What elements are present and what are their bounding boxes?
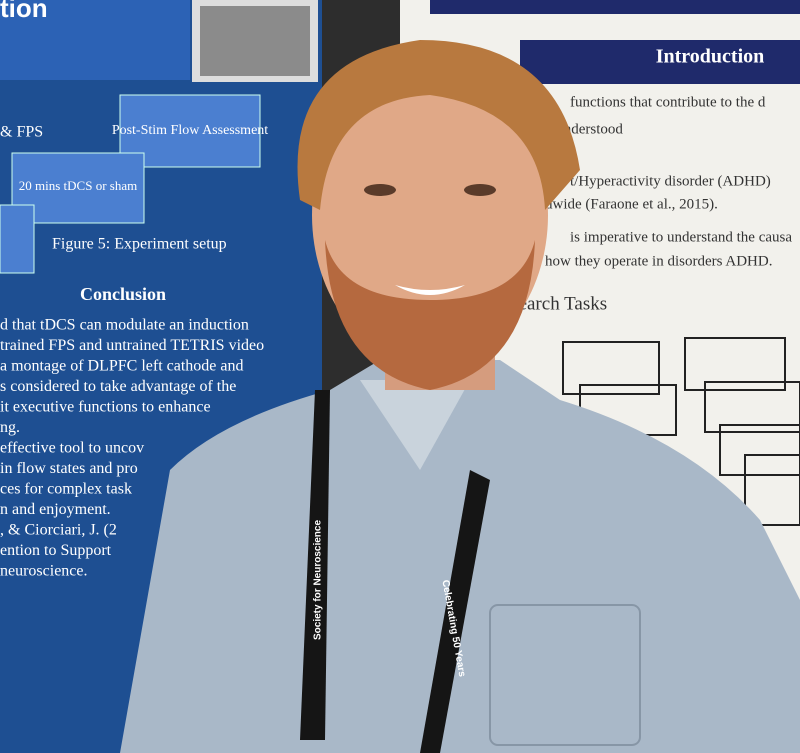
intro-heading: Introduction [656, 46, 765, 68]
conclusion-heading: Conclusion [80, 284, 166, 304]
poster-banner [0, 0, 190, 80]
conclusion-line: trained FPS and untrained TETRIS video [0, 337, 264, 354]
conclusion-line: ces for complex task [0, 481, 132, 498]
conclusion-line: ng. [0, 419, 20, 436]
conclusion-line: , & Ciorciari, J. (2 [0, 522, 117, 539]
intro-line: functions that contribute to the d [570, 94, 766, 110]
conclusion-line: s considered to take advantage of the [0, 378, 236, 395]
conclusion-line: d that tDCS can modulate an induction [0, 317, 249, 334]
flow-box [0, 204, 35, 274]
flow-box [11, 152, 145, 224]
conclusion-line: a montage of DLPFC left cathode and [0, 358, 244, 375]
collar [360, 380, 470, 470]
poster-band [430, 0, 800, 14]
intro-line: dwide (Faraone et al., 2015). [545, 196, 718, 212]
conclusion-line: effective tool to uncov [0, 440, 144, 457]
eye [364, 184, 396, 196]
lanyard-text: Society for Neuroscience [313, 520, 324, 640]
poster-title: tion [0, 0, 48, 23]
teeth [395, 285, 465, 295]
face [312, 65, 548, 365]
pocket [489, 604, 641, 746]
hair [297, 40, 580, 210]
beard [325, 240, 535, 390]
conclusion-line: it executive functions to enhance [0, 399, 211, 416]
flow-label: 20 mins tDCS or sham [19, 178, 137, 193]
section-heading: Search Tasks [508, 293, 607, 314]
figure-caption: Figure 5: Experiment setup [52, 236, 227, 253]
conclusion-text: d that tDCS can modulate an induction tra… [0, 317, 264, 580]
task-diagrams [562, 337, 800, 526]
flow-label: Post-Stim Flow Assessment [112, 123, 268, 138]
heading-band [520, 40, 800, 84]
intro-line: how they operate in disorders ADHD. [545, 253, 772, 269]
eye [464, 184, 496, 196]
conclusion-line: n and enjoyment. [0, 501, 111, 518]
intro-line: is imperative to understand the causa [570, 229, 792, 245]
conclusion-line: neuroscience. [0, 563, 88, 580]
flow-label: & FPS [0, 124, 43, 141]
conclusion-line: ention to Support [0, 542, 112, 559]
lanyard-strap [300, 390, 330, 740]
lanyard-strap [420, 470, 490, 753]
qr-pattern [200, 6, 310, 76]
intro-line: t/Hyperactivity disorder (ADHD) [570, 173, 771, 189]
conclusion-line: in flow states and pro [0, 460, 138, 477]
